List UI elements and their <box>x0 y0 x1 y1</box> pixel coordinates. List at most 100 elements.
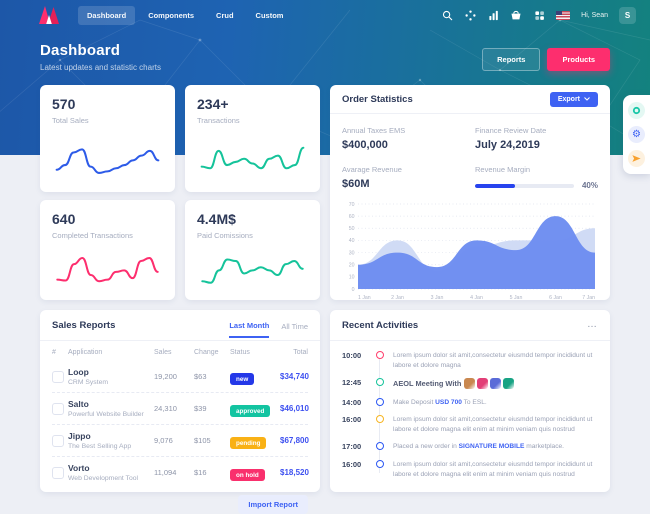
menu-item-components[interactable]: Components <box>148 10 195 20</box>
send-button[interactable] <box>628 150 645 167</box>
stat-label: Annual Taxes EMS <box>342 126 406 135</box>
change-cell: $63 <box>194 372 207 381</box>
table-row[interactable]: Jippo The Best Selling App 9,076 $105 pe… <box>52 425 309 457</box>
app-description: Web Development Tool <box>68 475 139 482</box>
stat-value: $400,000 <box>342 139 388 151</box>
stat-label: Finance Review Date <box>475 126 547 135</box>
svg-text:0: 0 <box>352 287 355 293</box>
main-menu: Dashboard Components Crud Custom <box>78 5 292 25</box>
gear-icon: ⚙ <box>632 128 641 140</box>
row-checkbox[interactable] <box>52 434 64 447</box>
language-flag-us[interactable] <box>556 10 571 20</box>
panel-title: Recent Activities <box>342 319 419 331</box>
app-description: The Best Selling App <box>68 443 132 450</box>
products-button[interactable]: Products <box>547 48 610 71</box>
activity-text-post: marketplace. <box>524 443 565 451</box>
tab-last-month[interactable]: Last Month <box>229 313 270 338</box>
activity-text-pre: Make Deposit <box>393 398 436 406</box>
svg-text:10: 10 <box>349 275 355 281</box>
change-cell: $105 <box>194 436 211 445</box>
settings-button[interactable]: ⚙ <box>628 126 645 143</box>
progress-track <box>475 183 574 188</box>
activity-link[interactable]: SIGNATURE MOBILE <box>458 443 525 451</box>
panel-title: Sales Reports <box>52 319 116 331</box>
activity-time: 14:00 <box>342 397 362 407</box>
stat-card-transactions[interactable]: 234+ Transactions <box>185 85 320 192</box>
activity-text-post: To ESL. <box>461 398 487 406</box>
activity-dot <box>376 442 384 451</box>
activity-item[interactable]: 17:00 Placed a new order in SIGNATURE MO… <box>342 442 598 452</box>
page-title: Dashboard <box>40 42 121 59</box>
apps-grid-icon[interactable] <box>533 9 545 21</box>
brand-logo[interactable] <box>38 5 64 25</box>
menu-item-crud[interactable]: Crud <box>216 10 234 20</box>
quick-settings-rail: ⚙ <box>623 95 650 174</box>
activity-item[interactable]: 16:00 Lorem ipsum dolor sit amit,consect… <box>342 460 598 479</box>
activity-text-pre: Lorem ipsum dolor sit amit,consectetur e… <box>393 461 593 478</box>
stat-value: July 24,2019 <box>475 139 540 151</box>
activity-item[interactable]: 12:45 AEOL Meeting With <box>342 378 598 390</box>
progress-fill <box>475 183 515 188</box>
activity-time: 16:00 <box>342 460 362 470</box>
stat-card-total-sales[interactable]: 570 Total Sales <box>40 85 175 192</box>
activity-dot <box>376 460 384 469</box>
theme-button[interactable] <box>628 102 645 119</box>
menu-item-custom[interactable]: Custom <box>255 10 284 20</box>
activity-item[interactable]: 10:00 Lorem ipsum dolor sit amit,consect… <box>342 351 598 370</box>
app-name: Jippo <box>68 431 91 441</box>
hero-section: Dashboard Latest updates and statistic c… <box>40 42 610 72</box>
row-checkbox[interactable] <box>52 402 64 415</box>
row-checkbox[interactable] <box>52 370 64 383</box>
menu-item-dashboard[interactable]: Dashboard <box>78 5 136 25</box>
avatar <box>477 378 489 390</box>
activity-item[interactable]: 14:00 Make Deposit USD 700 To ESL. <box>342 397 598 408</box>
import-report-button[interactable]: Import Report <box>238 495 308 514</box>
table-row[interactable]: Salto Powerful Website Builder 24,310 $3… <box>52 393 309 425</box>
revenue-margin-progress: 40% <box>475 181 598 190</box>
export-label: Export <box>557 95 580 103</box>
activity-dot <box>376 415 384 424</box>
col-application: Application <box>68 349 103 356</box>
svg-text:4 Jan: 4 Jan <box>470 295 483 301</box>
status-cell: on hold <box>230 464 280 482</box>
launcher-icon[interactable] <box>464 9 476 21</box>
basket-icon[interactable] <box>510 9 522 21</box>
avatar <box>490 378 502 390</box>
app-description: CRM System <box>68 379 109 386</box>
user-avatar[interactable]: S <box>619 6 636 24</box>
stat-card-paid-comissions[interactable]: 4.4M$ Paid Comissions <box>185 200 320 300</box>
svg-text:20: 20 <box>349 263 355 269</box>
search-icon[interactable] <box>441 9 453 21</box>
page-subtitle: Latest updates and statistic charts <box>40 63 161 72</box>
reports-button[interactable]: Reports <box>482 48 541 71</box>
table-row[interactable]: Vorto Web Development Tool 11,094 $16 on… <box>52 457 309 488</box>
application-cell: Vorto Web Development Tool <box>68 463 154 482</box>
svg-text:5 Jan: 5 Jan <box>510 295 523 301</box>
tab-all-time[interactable]: All Time <box>281 321 308 331</box>
order-statistics-values: Annual Taxes EMS $400,000 Finance Review… <box>330 114 610 196</box>
stat-card-completed-transactions[interactable]: 640 Completed Transactions <box>40 200 175 300</box>
export-button[interactable]: Export <box>549 91 598 107</box>
timeline-line <box>379 353 380 474</box>
analytics-icon[interactable] <box>487 9 499 21</box>
sales-reports-tabs: Last Month All Time <box>229 313 308 338</box>
svg-text:7 Jan: 7 Jan <box>582 295 595 301</box>
app-name: Loop <box>68 367 89 377</box>
activity-dot <box>376 378 384 387</box>
recent-activities-header: Recent Activities … <box>330 310 610 341</box>
svg-text:1 Jan: 1 Jan <box>358 295 371 301</box>
activity-text: Make Deposit USD 700 To ESL. <box>393 398 598 408</box>
brand-logo-icon <box>39 6 59 24</box>
application-cell: Salto Powerful Website Builder <box>68 399 154 418</box>
activity-link[interactable]: USD 700 <box>435 398 462 406</box>
table-row[interactable]: Loop CRM System 19,200 $63 new $34,740 <box>52 361 309 393</box>
progress-percent: 40% <box>581 181 598 190</box>
row-checkbox[interactable] <box>52 466 64 479</box>
more-options-icon[interactable]: … <box>587 319 598 330</box>
navbar-right: Hi, Sean S <box>441 6 636 24</box>
sparkline-chart <box>55 148 160 174</box>
app-name: Vorto <box>68 463 90 473</box>
activity-item[interactable]: 16:00 Lorem ipsum dolor sit amit,consect… <box>342 415 598 434</box>
svg-text:3 Jan: 3 Jan <box>431 295 444 301</box>
